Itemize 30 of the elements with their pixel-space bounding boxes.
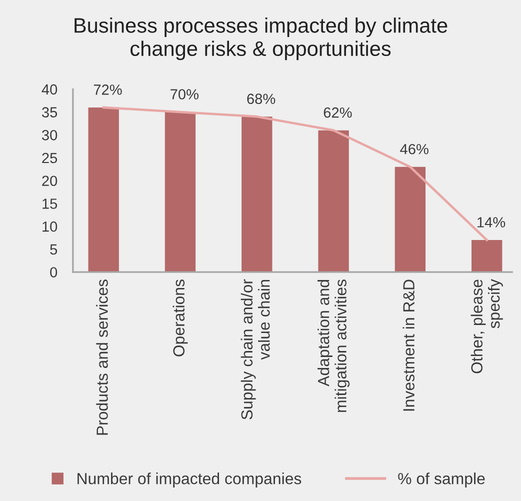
y-tick-label: 10 — [42, 221, 58, 232]
bar — [394, 166, 426, 272]
y-tick-label: 20 — [42, 176, 58, 186]
data-label: 70% — [170, 89, 198, 100]
bar — [318, 130, 349, 272]
legend-label: Number of impacted companies — [78, 472, 302, 488]
y-tick-label: 0 — [50, 267, 58, 278]
y-tick-label: 40 — [42, 84, 58, 95]
y-tick-label: 15 — [42, 198, 58, 209]
data-label: 46% — [400, 144, 428, 154]
chart-title: Business processes impacted by climate change risks & opportunities — [74, 18, 448, 60]
bar — [242, 116, 272, 272]
x-tick-label: Products and services — [96, 280, 108, 435]
data-label: 62% — [324, 107, 352, 118]
y-tick-label: 35 — [42, 107, 58, 118]
bar — [88, 107, 119, 272]
y-tick-label: 25 — [42, 152, 58, 164]
x-tick-label: Adaptation and mitigation activities — [318, 280, 350, 412]
data-label: 14% — [478, 217, 506, 228]
x-tick-label: Other, please specify — [470, 279, 503, 374]
x-tick-label: Supply chain and/or value chain — [240, 279, 270, 420]
legend-label: % of sample — [398, 472, 485, 488]
bar — [472, 240, 502, 272]
x-tick-label: Investment in R&D — [402, 280, 414, 411]
y-tick-label: 30 — [42, 130, 58, 140]
bar — [164, 112, 196, 272]
data-label: 68% — [247, 94, 276, 104]
y-tick-label: 5 — [50, 244, 58, 255]
x-tick-label: Operations — [172, 280, 188, 356]
data-label: 72% — [94, 84, 122, 95]
